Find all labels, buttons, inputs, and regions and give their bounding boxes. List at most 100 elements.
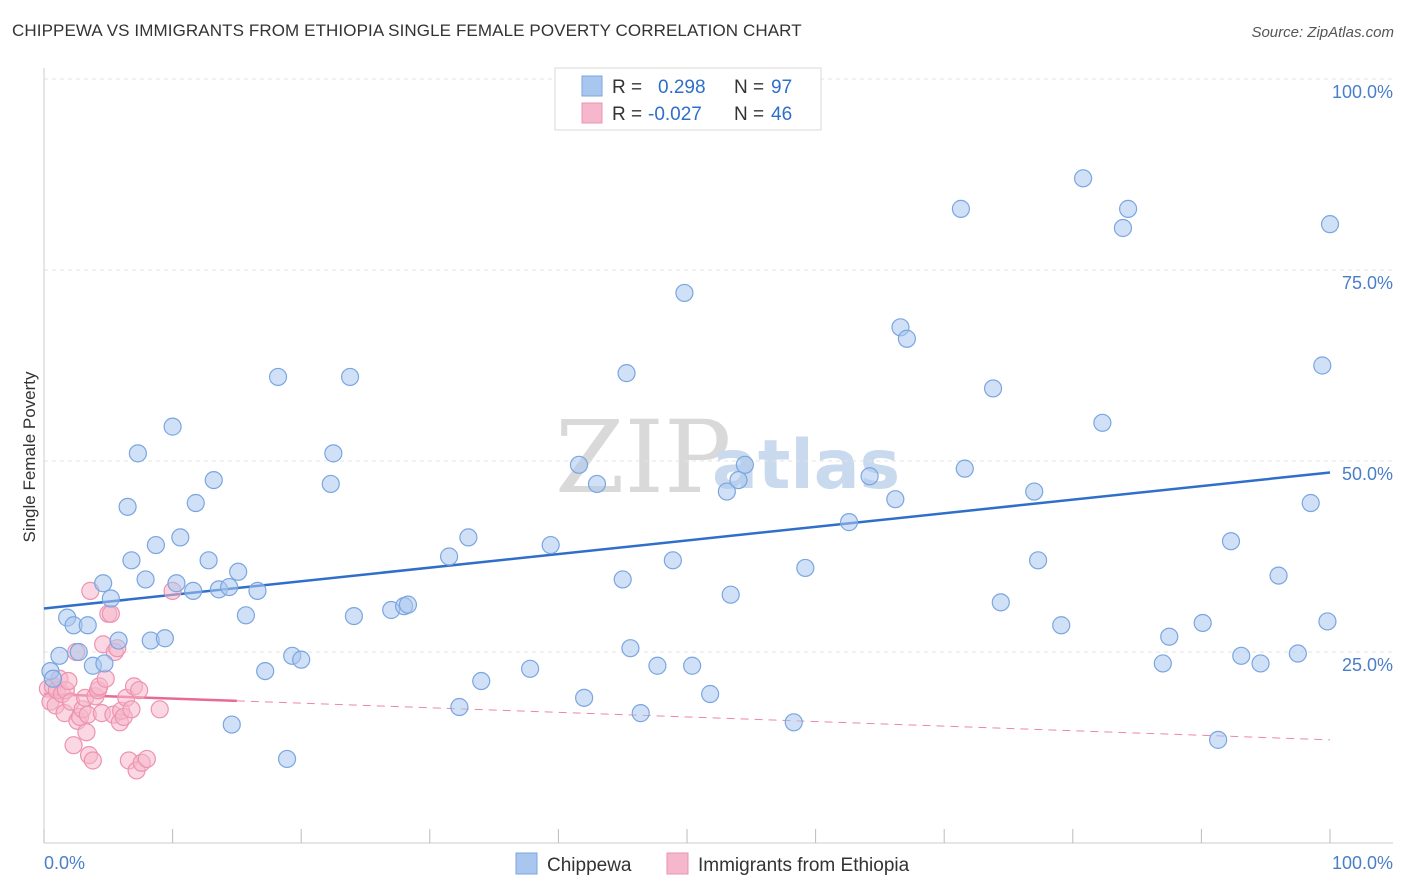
chippewa-point-44 (439, 547, 459, 566)
chippewa-point-39 (340, 367, 360, 387)
bottom-legend-swatch-chippewa (515, 852, 538, 875)
legend-n-value-chippewa: 97 (771, 77, 792, 98)
x-tick-marks (43, 829, 1331, 843)
gridlines (44, 78, 1393, 653)
chippewa-point-46 (459, 528, 478, 547)
chippewa-point-66 (784, 713, 803, 732)
bottom-legend-label-ethiopia: Immigrants from Ethiopia (698, 855, 910, 876)
chippewa-point-6 (78, 616, 97, 635)
chippewa-point-86 (1193, 613, 1212, 633)
chippewa-point-9 (95, 654, 114, 673)
ethiopia-point-44 (150, 700, 169, 719)
chippewa-point-96 (1320, 215, 1340, 234)
ethiopia-point-38 (122, 700, 141, 719)
chippewa-point-62 (717, 482, 736, 501)
chippewa-point-29 (229, 562, 248, 581)
ethiopia-point-9 (59, 671, 78, 691)
chippewa-point-10 (101, 589, 120, 608)
chippewa-point-69 (860, 467, 879, 486)
chippewa-point-56 (631, 704, 650, 723)
chippewa-point-94 (1313, 356, 1332, 375)
chippewa-point-40 (344, 606, 364, 626)
chippewa-point-75 (983, 379, 1003, 398)
chippewa-point-89 (1232, 646, 1251, 665)
legend-n-label-ethiopia: N = (734, 104, 764, 125)
bottom-legend-label-chippewa: Chippewa (547, 855, 632, 876)
chippewa-point-61 (701, 684, 720, 704)
legend-r-value-ethiopia: -0.027 (648, 104, 702, 125)
y-axis-label: Single Female Poverty (20, 371, 39, 543)
chippewa-point-17 (146, 535, 165, 555)
chippewa-point-88 (1221, 532, 1241, 551)
ethiopia-point-43 (137, 749, 156, 769)
y-tick-label-50: 50.0% (1342, 464, 1393, 484)
chippewa-point-47 (472, 671, 491, 691)
ethiopia-point-21 (83, 751, 102, 770)
chippewa-point-51 (575, 688, 594, 707)
chippewa-point-31 (248, 581, 267, 600)
chippewa-point-54 (617, 364, 636, 383)
chippewa-point-43 (398, 595, 418, 614)
bottom-legend-swatch-ethiopia (666, 852, 689, 875)
ethiopia-point-11 (64, 736, 83, 755)
ethiopia-point-17 (77, 723, 96, 742)
chippewa-point-84 (1153, 654, 1172, 673)
chippewa-point-36 (292, 650, 311, 669)
chippewa-point-33 (268, 367, 288, 387)
chippewa-point-73 (951, 199, 971, 218)
chippewa-point-81 (1093, 413, 1112, 432)
series-ethiopia-points (38, 581, 182, 780)
chippewa-point-5 (69, 642, 88, 662)
chippewa-point-76 (991, 593, 1010, 612)
chippewa-point-11 (109, 631, 128, 650)
chippewa-point-55 (621, 639, 640, 658)
chippewa-point-34 (277, 749, 297, 769)
chippewa-point-49 (541, 535, 560, 555)
legend-swatch-chippewa (581, 75, 603, 97)
chippewa-point-59 (675, 283, 694, 303)
axes (43, 68, 1393, 844)
correlation-legend: R = 0.298 N = 97 R = -0.027 N = 46 (554, 67, 822, 131)
chippewa-point-28 (222, 715, 241, 734)
legend-r-label-ethiopia: R = (612, 104, 642, 125)
chippewa-point-79 (1052, 616, 1071, 635)
chippewa-point-65 (735, 455, 754, 474)
x-tick-label-max: 100.0% (1332, 853, 1393, 873)
chippewa-point-80 (1073, 169, 1093, 188)
chippewa-point-85 (1160, 627, 1179, 646)
legend-n-label-chippewa: N = (734, 77, 764, 98)
chippewa-point-83 (1118, 199, 1138, 218)
chippewa-point-74 (955, 459, 974, 478)
y-tick-labels: 25.0% 50.0% 75.0% 100.0% (1332, 82, 1393, 675)
chippewa-point-25 (204, 471, 223, 490)
chippewa-point-14 (128, 444, 147, 463)
chippewa-point-2 (50, 646, 69, 665)
legend-n-value-ethiopia: 46 (771, 104, 792, 125)
series-chippewa-points (41, 169, 1340, 769)
chippewa-point-38 (324, 444, 343, 463)
chippewa-point-50 (569, 455, 589, 474)
chippewa-point-60 (683, 656, 702, 675)
chippewa-point-78 (1028, 551, 1048, 570)
x-tick-label-min: 0.0% (44, 853, 85, 873)
source-label: Source: ZipAtlas.com (1251, 24, 1394, 41)
chippewa-point-53 (613, 570, 632, 589)
y-tick-label-25: 25.0% (1342, 655, 1393, 675)
chippewa-point-95 (1318, 612, 1337, 631)
chippewa-point-23 (186, 493, 205, 513)
chippewa-point-57 (648, 656, 667, 675)
chippewa-point-90 (1251, 654, 1270, 673)
chippewa-point-15 (136, 570, 155, 589)
legend-r-label-chippewa: R = (612, 77, 642, 98)
ethiopia-point-41 (130, 681, 149, 700)
chippewa-point-70 (886, 490, 905, 509)
chippewa-point-1 (43, 669, 63, 688)
chippewa-point-58 (663, 551, 682, 570)
ethiopia-point-29 (101, 604, 120, 623)
y-tick-label-100: 100.0% (1332, 82, 1393, 102)
chippewa-point-20 (167, 574, 186, 593)
ethiopia-point-27 (96, 669, 115, 688)
series-legend: Chippewa Immigrants from Ethiopia (515, 852, 910, 876)
legend-swatch-ethiopia (581, 102, 603, 124)
